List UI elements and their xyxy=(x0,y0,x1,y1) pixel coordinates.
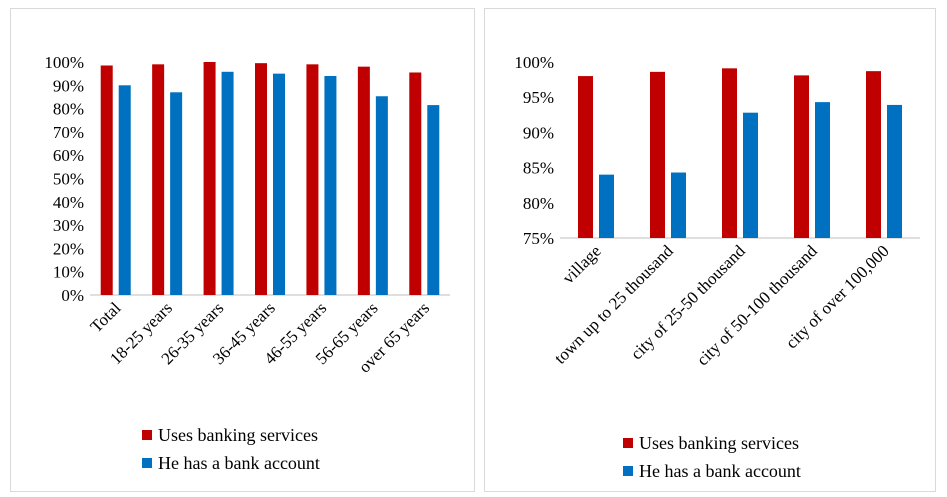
legend-swatch-red xyxy=(623,438,633,448)
legend-label: He has a bank account xyxy=(639,461,801,481)
bar-has-bank-account xyxy=(671,172,686,238)
legend-item-series-1: Uses banking services xyxy=(623,429,801,457)
y-tick-label: 20% xyxy=(53,239,84,258)
chart-panel-age: 0% 10% 20% 30% 40% 50% 60% 70% 80% 90% 100% Total 18… xyxy=(10,8,475,492)
y-tick-label: 60% xyxy=(53,146,84,165)
bar-uses-banking-services xyxy=(152,64,165,295)
legend-item-series-1: Uses banking services xyxy=(142,421,320,449)
bar-has-bank-account xyxy=(170,92,183,295)
x-category-label: city of 50-100 thousand xyxy=(693,241,821,369)
legend-swatch-blue xyxy=(623,466,633,476)
y-tick-label: 100% xyxy=(44,53,84,72)
bar-uses-banking-services xyxy=(255,63,267,295)
y-tick-label: 50% xyxy=(53,170,84,189)
bar-uses-banking-services xyxy=(306,64,319,295)
bar-has-bank-account xyxy=(427,105,440,295)
x-category-label: village xyxy=(559,241,605,287)
bar-uses-banking-services xyxy=(722,68,737,238)
legend-locality: Uses banking services He has a bank acco… xyxy=(623,429,801,485)
legend-swatch-blue xyxy=(142,458,152,468)
y-tick-label: 90% xyxy=(53,76,84,95)
legend-label: He has a bank account xyxy=(158,453,320,473)
bar-has-bank-account xyxy=(599,174,614,238)
bar-has-bank-account xyxy=(273,73,285,296)
bar-uses-banking-services xyxy=(357,66,370,295)
legend-age: Uses banking services He has a bank acco… xyxy=(142,421,320,477)
bar-uses-banking-services xyxy=(794,75,809,238)
bar-uses-banking-services xyxy=(578,76,593,238)
y-tick-label: 80% xyxy=(53,100,84,119)
x-category-label: town up to 25 thousand xyxy=(551,241,678,368)
y-tick-label: 95% xyxy=(523,88,554,107)
bar-uses-banking-services xyxy=(409,72,422,295)
legend-label: Uses banking services xyxy=(639,433,799,453)
bar-uses-banking-services xyxy=(100,65,113,295)
bar-has-bank-account xyxy=(375,96,388,295)
chart-panel-locality: 75% 80% 85% 90% 95% 100% village town up to 25 … xyxy=(484,8,936,492)
y-tick-label: 90% xyxy=(523,123,554,142)
bar-uses-banking-services xyxy=(650,71,665,238)
legend-item-series-2: He has a bank account xyxy=(142,449,320,477)
x-category-label: Total xyxy=(87,298,125,336)
y-tick-label: 70% xyxy=(53,123,84,142)
legend-label: Uses banking services xyxy=(158,425,318,445)
y-tick-label: 100% xyxy=(514,53,554,72)
bar-uses-banking-services xyxy=(866,71,881,238)
y-tick-label: 80% xyxy=(523,194,554,213)
bar-uses-banking-services xyxy=(203,62,216,295)
bar-has-bank-account xyxy=(118,85,131,295)
y-tick-label: 40% xyxy=(53,193,84,212)
y-tick-label: 0% xyxy=(61,286,84,305)
bar-has-bank-account xyxy=(221,71,234,295)
bar-has-bank-account xyxy=(815,102,830,239)
y-tick-label: 85% xyxy=(523,159,554,178)
legend-item-series-2: He has a bank account xyxy=(623,457,801,485)
age-bar-chart: 0%10%20%30%40%50%60%70%80%90%100%Total18… xyxy=(44,53,450,377)
y-tick-label: 30% xyxy=(53,216,84,235)
bar-has-bank-account xyxy=(887,104,902,238)
bar-has-bank-account xyxy=(743,112,758,238)
legend-swatch-red xyxy=(142,430,152,440)
y-tick-label: 10% xyxy=(53,263,84,282)
bar-has-bank-account xyxy=(324,75,337,295)
y-tick-label: 75% xyxy=(523,229,554,248)
